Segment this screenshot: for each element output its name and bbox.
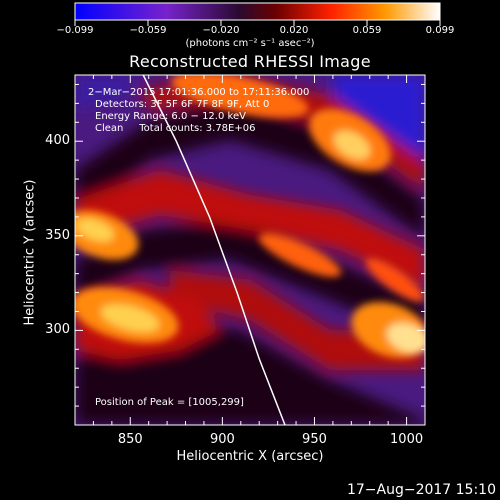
colorbar: [74, 2, 441, 26]
energy-range-label: Energy Range: 6.0 − 12.0 keV: [95, 111, 246, 122]
colorbar-tick-label: −0.020: [202, 25, 240, 36]
x-tick-label: 950: [302, 432, 327, 447]
x-tick-label: 850: [117, 432, 143, 447]
heatmap-image: [75, 75, 425, 425]
colorbar-gradient: [74, 2, 441, 21]
plot-title: Reconstructed RHESSI Image: [129, 52, 371, 71]
x-axis-label: Heliocentric X (arcsec): [176, 449, 324, 464]
colorbar-units: (photons cm⁻² s⁻¹ asec⁻²): [185, 38, 315, 49]
y-tick-label: 350: [45, 227, 70, 243]
detectors-label: Detectors: 3F 5F 6F 7F 8F 9F, Att 0: [95, 99, 270, 110]
colorbar-tick-label: −0.059: [129, 25, 167, 36]
colorbar-tick-label: 0.020: [279, 25, 309, 36]
clean-counts-label: Clean Total counts: 3.78E+06: [95, 123, 256, 134]
y-tick-label: 300: [45, 322, 70, 338]
colorbar-tick-label: 0.059: [352, 25, 382, 36]
y-axis-label: Heliocentric Y (arcsec): [22, 179, 38, 326]
peak-position-label: Position of Peak = [1005,299]: [95, 397, 244, 408]
plot-frame: [74, 74, 426, 426]
solar-limb-line: [142, 75, 286, 425]
x-tick-label: 900: [209, 432, 235, 447]
timestamp: 17−Aug−2017 15:10: [346, 482, 496, 498]
colorbar-tick-label: −0.099: [56, 25, 94, 36]
x-tick-label: 1000: [390, 432, 424, 447]
time-range-label: 2−Mar−2015 17:01:36.000 to 17:11:36.000: [88, 87, 310, 98]
y-tick-label: 400: [45, 133, 70, 149]
colorbar-tick-label: 0.099: [425, 25, 455, 36]
